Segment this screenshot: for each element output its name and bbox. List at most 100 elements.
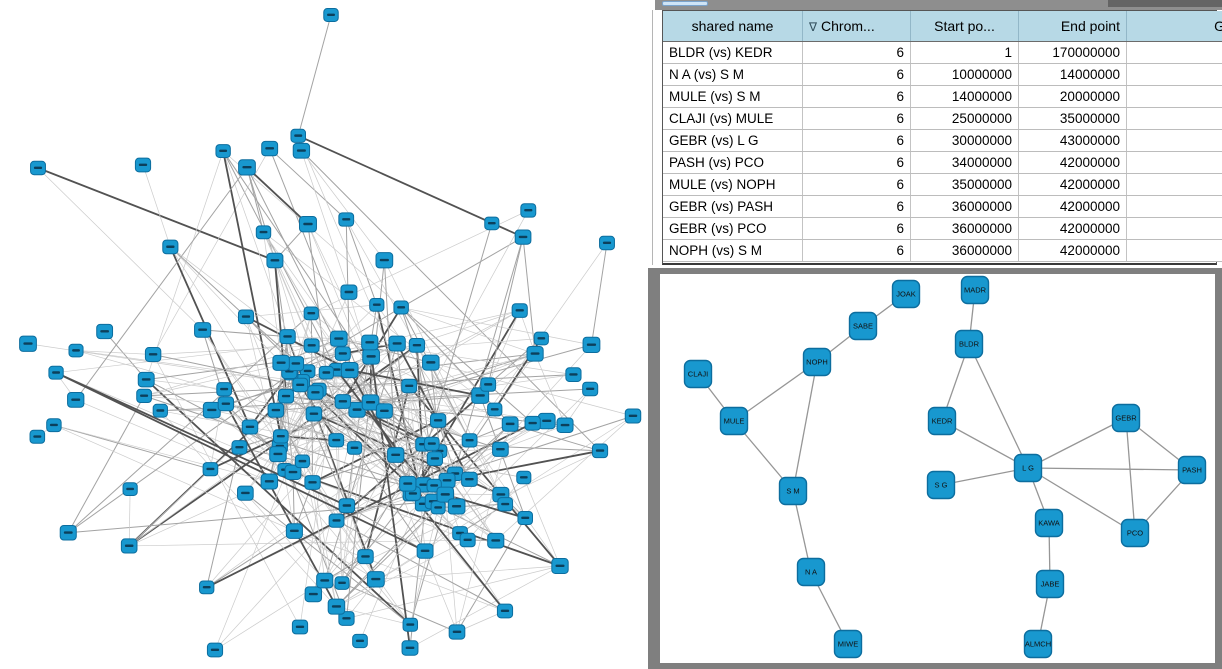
network-edge[interactable] [534,353,566,426]
column-header-1[interactable]: ∇ Chrom... [802,11,911,42]
network-edge[interactable] [307,224,327,373]
column-header-0[interactable]: shared name [663,11,803,42]
node-s-m[interactable]: S M [778,476,808,506]
network-edge[interactable] [76,350,154,355]
network-edge[interactable] [294,530,377,580]
table-row[interactable]: GEBR (vs) PASH636000000420000008.9 [663,195,1222,218]
scrollbar-segment[interactable] [1108,0,1222,7]
table-cell[interactable]: 42000000 [1018,239,1127,262]
table-row[interactable]: BLDR (vs) KEDR61170000000192.0 [663,41,1222,64]
network-edge[interactable] [269,148,372,403]
network-node[interactable] [269,446,287,463]
network-edge[interactable] [456,449,501,507]
network-edge[interactable] [225,403,411,625]
network-node[interactable] [307,385,324,400]
network-edge[interactable] [431,443,601,452]
network-edge[interactable] [53,424,295,532]
network-node[interactable] [290,128,306,143]
network-node[interactable] [68,343,84,358]
table-cell[interactable]: 42000000 [1018,217,1127,240]
table-cell[interactable]: 35000000 [1018,107,1127,130]
network-edge[interactable] [202,329,281,447]
table-cell[interactable]: MULE (vs) NOPH [663,173,803,196]
network-node[interactable] [120,538,138,554]
network-edge[interactable] [318,389,396,456]
table-row[interactable]: MULE (vs) NOPH6350000004200000010.5 [663,173,1222,196]
node-madr[interactable]: MADR [960,275,990,305]
network-node[interactable] [361,394,380,411]
network-node[interactable] [278,388,295,404]
network-edge[interactable] [430,310,520,363]
network-node[interactable] [338,611,355,626]
network-edge[interactable] [263,232,312,346]
network-edge[interactable] [129,492,246,547]
network-node[interactable] [292,142,311,159]
network-node[interactable] [448,624,466,640]
network-edge[interactable] [169,246,251,428]
network-edge[interactable] [469,344,592,480]
network-node[interactable] [162,239,179,255]
node-shape[interactable] [1013,453,1043,483]
network-node[interactable] [152,403,168,418]
network-node[interactable] [316,572,334,589]
network-node[interactable] [260,473,279,490]
table-cell[interactable]: N A (vs) S M [663,63,803,86]
network-node[interactable] [388,335,406,352]
network-edge[interactable] [368,342,411,649]
node-gebr[interactable]: GEBR [1111,403,1141,433]
table-cell[interactable]: 6 [802,85,911,108]
network-node[interactable] [399,475,417,492]
table-cell[interactable]: 10000000 [910,63,1019,86]
network-edge[interactable] [68,500,434,534]
network-node[interactable] [426,451,444,466]
network-node[interactable] [517,510,534,526]
network-edge[interactable] [335,440,343,584]
network-node[interactable] [338,498,356,514]
network-edge[interactable] [312,443,424,484]
network-node[interactable] [287,356,305,372]
node-shape[interactable] [683,359,713,389]
table-cell[interactable]: GEBR (vs) L G [663,129,803,152]
node-shape[interactable] [960,275,990,305]
table-cell[interactable]: 34000000 [910,151,1019,174]
table-cell[interactable]: 8.4 [1126,217,1222,240]
network-node[interactable] [294,454,310,469]
table-cell[interactable]: 36000000 [910,239,1019,262]
network-node[interactable] [511,303,528,318]
network-node[interactable] [327,598,346,615]
network-edge[interactable] [941,420,1029,469]
network-node[interactable] [330,330,348,347]
network-edge[interactable] [348,369,397,456]
network-node[interactable] [362,348,380,365]
node-l-g[interactable]: L G [1013,453,1043,483]
network-node[interactable] [279,329,296,345]
table-cell[interactable]: 5.9 [1126,107,1222,130]
network-node[interactable] [48,365,64,380]
network-node[interactable] [122,482,138,496]
network-node[interactable] [136,388,152,403]
network-edge[interactable] [129,539,468,547]
network-edge[interactable] [454,415,634,475]
network-edge[interactable] [170,246,385,412]
network-edge[interactable] [454,423,511,475]
node-sabe[interactable]: SABE [848,311,878,341]
network-node[interactable] [516,470,532,485]
network-edge[interactable] [301,150,385,261]
network-node[interactable] [393,300,409,315]
node-noph[interactable]: NOPH [802,347,832,377]
node-shape[interactable] [954,329,984,359]
network-node[interactable] [304,475,321,490]
network-node[interactable] [461,433,478,448]
network-node[interactable] [582,381,599,397]
network-edge[interactable] [206,530,295,588]
table-cell[interactable]: 42000000 [1018,173,1127,196]
node-almch[interactable]: ALMCH [1023,629,1053,659]
network-node[interactable] [402,617,419,632]
network-edge[interactable] [1027,467,1193,471]
network-node[interactable] [366,571,385,588]
network-node[interactable] [340,284,358,300]
network-edge[interactable] [301,150,601,452]
network-edge[interactable] [246,166,309,225]
network-edge[interactable] [145,378,411,626]
table-row[interactable]: N A (vs) S M610000000140000006.6 [663,63,1222,86]
